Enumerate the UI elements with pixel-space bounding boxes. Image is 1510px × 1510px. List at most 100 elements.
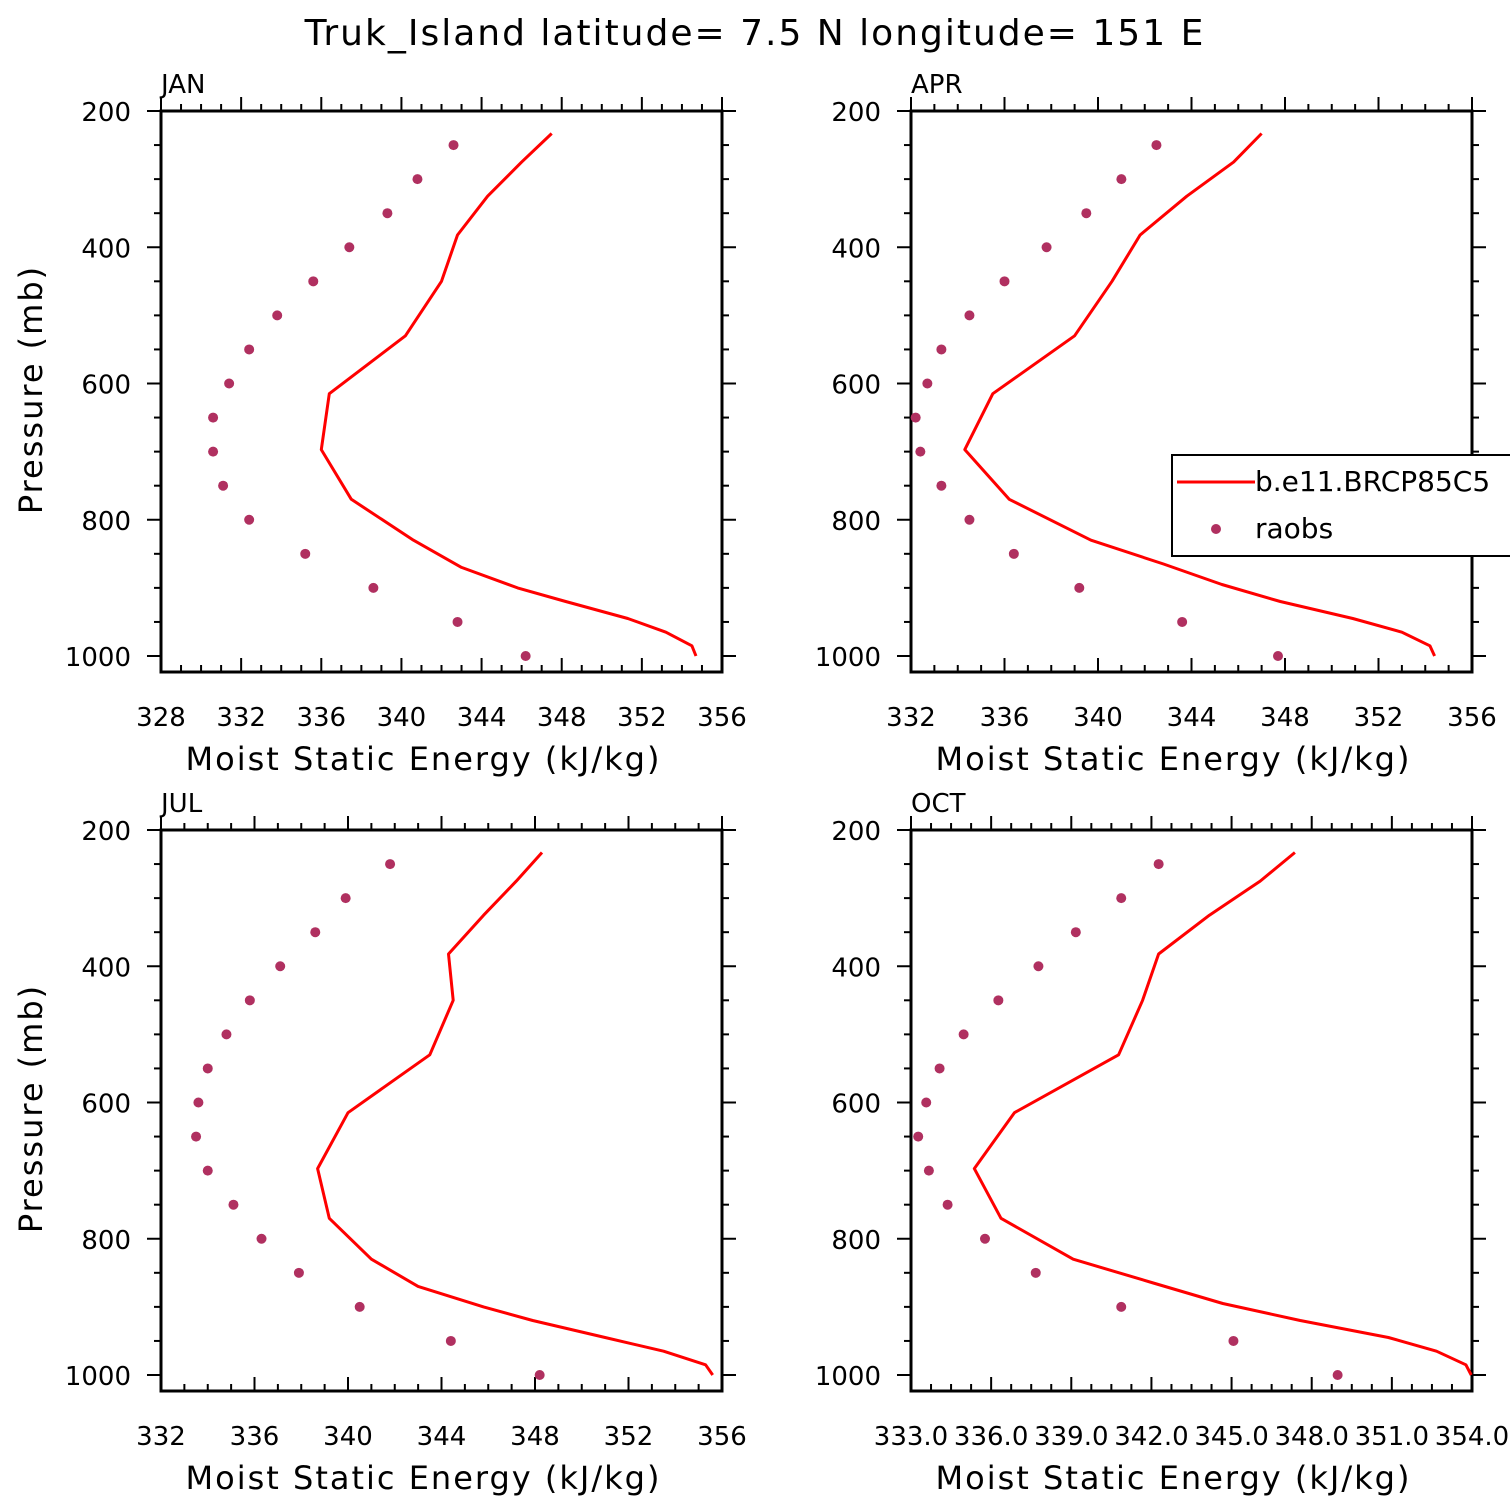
y-tick-label: 1000 xyxy=(815,1362,881,1392)
y-tick-label: 200 xyxy=(831,817,881,847)
y-tick-label: 400 xyxy=(81,953,131,983)
x-tick-label: 356 xyxy=(697,1422,747,1452)
raobs-point xyxy=(412,174,423,185)
raobs-point xyxy=(275,961,286,972)
y-tick-label: 400 xyxy=(831,234,881,264)
panel-label: OCT xyxy=(911,789,966,819)
legend-model-label: b.e11.BRCP85C5 xyxy=(1255,465,1490,498)
y-tick-label: 1000 xyxy=(815,643,881,673)
raobs-point xyxy=(1116,174,1127,185)
x-tick-label: 332 xyxy=(216,703,266,733)
raobs-point xyxy=(382,208,393,219)
x-tick-label: 344 xyxy=(1167,703,1217,733)
panel-label: APR xyxy=(911,70,963,100)
raobs-point xyxy=(1177,616,1188,627)
raobs-point xyxy=(1030,1267,1041,1278)
raobs-point xyxy=(221,1029,232,1040)
x-tick-label: 348 xyxy=(1260,703,1310,733)
y-tick-label: 800 xyxy=(831,1226,881,1256)
raobs-point xyxy=(1116,1301,1127,1312)
raobs-point xyxy=(1151,140,1162,151)
y-tick-label: 1000 xyxy=(65,643,131,673)
panel-jul: JUL 332 336 340 344 348 352 356 200 400 600 800 1000… xyxy=(12,789,747,1497)
x-tick-label: 351.0 xyxy=(1355,1422,1429,1452)
raobs-point xyxy=(445,1335,456,1346)
y-tick-label: 1000 xyxy=(65,1362,131,1392)
raobs-point xyxy=(354,1301,365,1312)
raobs-point xyxy=(922,378,933,389)
raobs-point xyxy=(191,1131,202,1142)
y-tick-label: 400 xyxy=(81,234,131,264)
raobs-point xyxy=(942,1199,953,1210)
raobs-point xyxy=(921,1097,932,1108)
raobs-point xyxy=(368,582,379,593)
x-tick-label: 336.0 xyxy=(954,1422,1028,1452)
x-tick-label: 332 xyxy=(886,703,936,733)
raobs-point xyxy=(244,995,255,1006)
raobs-point xyxy=(344,242,355,253)
raobs-point xyxy=(1070,927,1081,938)
x-tick-label: 352 xyxy=(617,703,667,733)
x-tick-label: 336 xyxy=(230,1422,280,1452)
panel-label: JUL xyxy=(159,789,203,819)
raobs-point xyxy=(293,1267,304,1278)
x-tick-label: 333.0 xyxy=(874,1422,948,1452)
raobs-point xyxy=(244,514,255,525)
x-tick-label: 356 xyxy=(697,703,747,733)
y-axis-title: Pressure (mb) xyxy=(12,265,50,514)
raobs-point xyxy=(915,446,926,457)
raobs-point xyxy=(1033,961,1044,972)
x-axis-title: Moist Static Energy (kJ/kg) xyxy=(936,740,1412,778)
raobs-point xyxy=(272,310,283,321)
raobs-point xyxy=(964,310,975,321)
panel-oct: OCT 333.0 336.0 339.0 342.0 345.0 348.0 351.0 35… xyxy=(815,789,1509,1497)
raobs-point xyxy=(218,480,229,491)
x-tick-label: 344 xyxy=(457,703,507,733)
y-tick-label: 200 xyxy=(831,98,881,128)
raobs-point xyxy=(385,859,396,870)
raobs-point xyxy=(923,1165,934,1176)
x-tick-label: 348 xyxy=(510,1422,560,1452)
model-profile-line xyxy=(316,851,714,1376)
legend-obs-label: raobs xyxy=(1255,512,1333,545)
model-profile-line xyxy=(963,132,1436,657)
raobs-point xyxy=(913,1131,924,1142)
raobs-point xyxy=(934,1063,945,1074)
raobs-point xyxy=(1153,859,1164,870)
raobs-point xyxy=(964,514,975,525)
raobs-point xyxy=(1228,1335,1239,1346)
raobs-point xyxy=(452,616,463,627)
x-tick-label: 352 xyxy=(1354,703,1404,733)
x-tick-label: 336 xyxy=(980,703,1030,733)
y-tick-label: 400 xyxy=(831,953,881,983)
raobs-point xyxy=(993,995,1004,1006)
panel-label: JAN xyxy=(159,70,205,100)
raobs-point xyxy=(202,1165,213,1176)
raobs-point xyxy=(228,1199,239,1210)
x-tick-label: 342.0 xyxy=(1114,1422,1188,1452)
y-tick-label: 600 xyxy=(831,371,881,401)
raobs-point xyxy=(1074,582,1085,593)
y-tick-label: 800 xyxy=(81,507,131,537)
legend: b.e11.BRCP85C5 raobs xyxy=(1171,454,1510,557)
x-tick-label: 340 xyxy=(377,703,427,733)
y-tick-label: 600 xyxy=(81,371,131,401)
x-tick-label: 328 xyxy=(136,703,186,733)
legend-obs-marker xyxy=(1211,524,1221,534)
x-axis-title: Moist Static Energy (kJ/kg) xyxy=(186,1459,662,1497)
raobs-point xyxy=(208,446,219,457)
x-tick-label: 345.0 xyxy=(1194,1422,1268,1452)
x-tick-label: 352 xyxy=(604,1422,654,1452)
x-tick-label: 354.0 xyxy=(1435,1422,1509,1452)
raobs-point xyxy=(308,276,319,287)
x-tick-label: 348 xyxy=(537,703,587,733)
raobs-point xyxy=(208,412,219,423)
model-profile-line xyxy=(972,851,1473,1376)
raobs-point xyxy=(448,140,459,151)
raobs-point xyxy=(202,1063,213,1074)
plot-frame xyxy=(159,109,724,674)
raobs-point xyxy=(310,927,321,938)
panel-jan: JAN 328 332 336 340 344 348 352 356 200 400 600 800 1… xyxy=(12,70,747,778)
panel-apr: APR 332 336 340 344 348 352 356 200 400 600 800 1000… xyxy=(815,70,1497,778)
